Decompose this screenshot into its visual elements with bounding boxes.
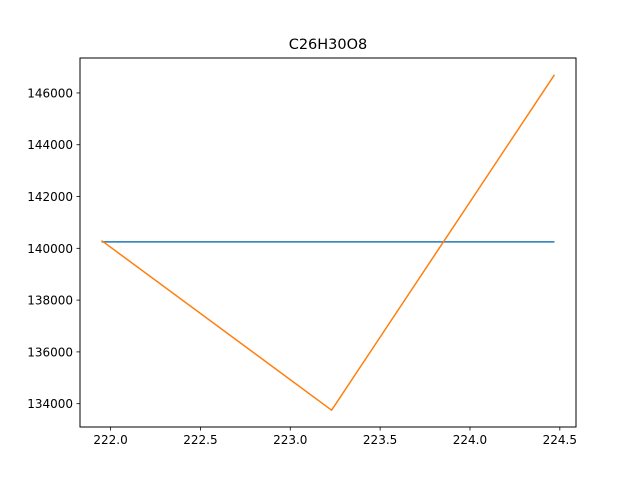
y-tick-label: 138000 <box>27 294 73 308</box>
series-line-2 <box>101 74 556 411</box>
x-tick-label: 222.5 <box>183 433 217 447</box>
x-axis-ticks: 222.0 222.5 223.0 223.5 224.0 224.5 <box>93 427 577 447</box>
x-tick-label: 223.0 <box>273 433 307 447</box>
y-tick-label: 142000 <box>27 190 73 204</box>
y-tick-label: 140000 <box>27 242 73 256</box>
y-tick-label: 144000 <box>27 138 73 152</box>
plot-frame <box>79 57 577 428</box>
y-tick-label: 146000 <box>27 86 73 100</box>
x-tick-label: 224.5 <box>543 433 577 447</box>
y-tick-label: 134000 <box>27 397 73 411</box>
y-axis-ticks: 134000 136000 138000 140000 142000 144000 1460… <box>27 86 80 411</box>
chart-title: C26H30O8 <box>289 37 368 53</box>
x-tick-label: 222.0 <box>93 433 127 447</box>
y-tick-label: 136000 <box>27 345 73 359</box>
x-tick-label: 224.0 <box>453 433 487 447</box>
x-tick-label: 223.5 <box>363 433 397 447</box>
plot-lines <box>101 74 556 411</box>
